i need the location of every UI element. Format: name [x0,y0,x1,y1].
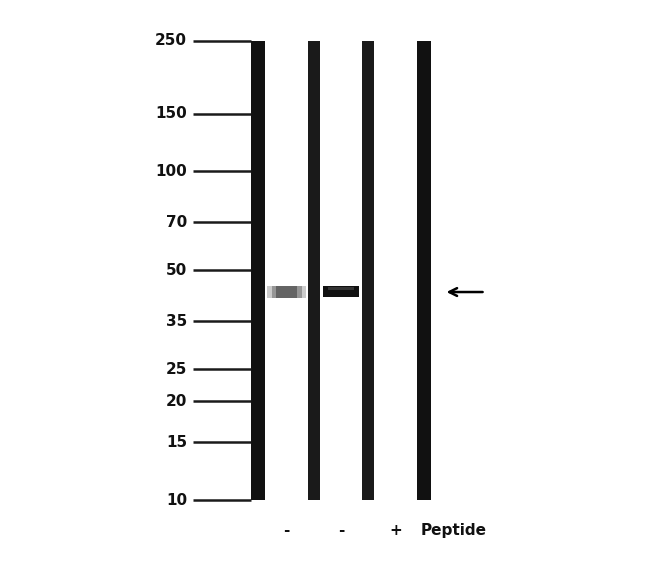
Text: 50: 50 [166,263,187,278]
Text: +: + [389,523,402,538]
Text: 20: 20 [166,394,187,409]
Bar [417,40,431,500]
Text: -: - [283,523,290,538]
Bar [363,40,374,500]
Bar [267,286,306,298]
Bar [251,40,431,500]
Text: Peptide: Peptide [421,523,487,538]
Text: 70: 70 [166,215,187,230]
Text: 250: 250 [155,33,187,48]
Bar [251,40,265,500]
Text: 150: 150 [155,106,187,121]
Text: 35: 35 [166,314,187,329]
Bar [272,286,302,298]
Text: 10: 10 [166,493,187,508]
Bar [328,287,354,290]
Text: 100: 100 [155,164,187,179]
Text: -: - [338,523,344,538]
Bar [323,286,359,297]
Text: 25: 25 [166,362,187,377]
Bar [308,40,320,500]
Text: 15: 15 [166,435,187,450]
Bar [276,286,298,298]
